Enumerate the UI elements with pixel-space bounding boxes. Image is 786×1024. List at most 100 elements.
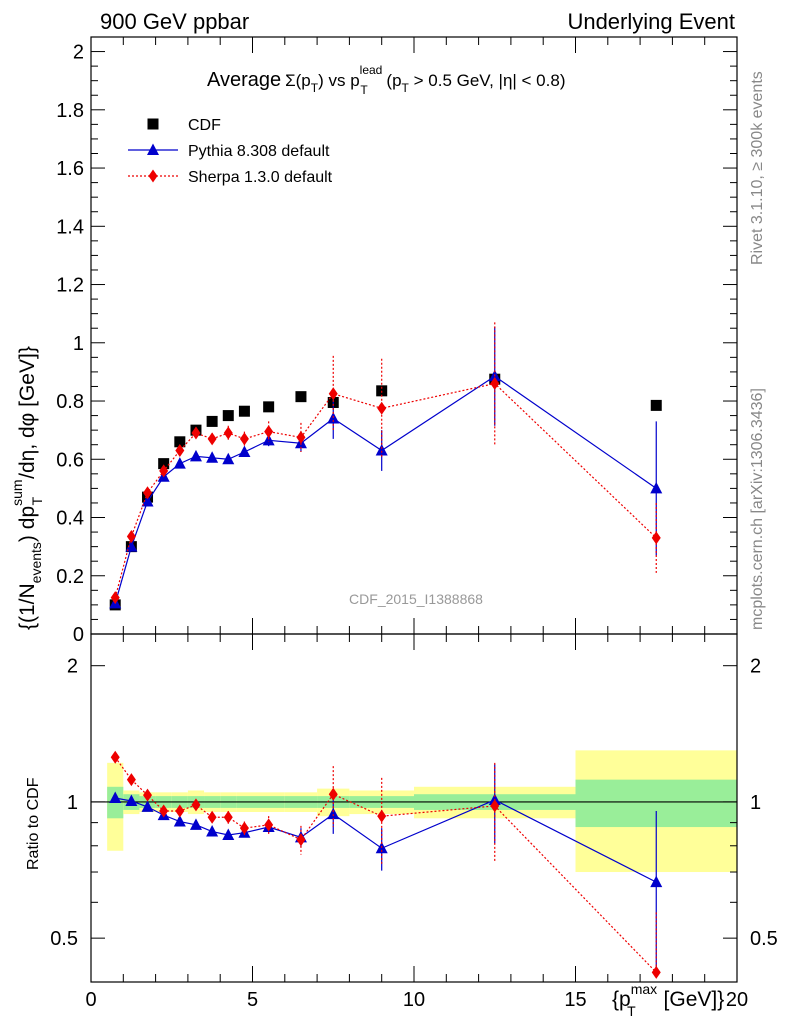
ratio-point-triangle bbox=[125, 794, 138, 806]
main-point-diamond bbox=[191, 426, 201, 440]
ratio-ytick-label-left: 0.5 bbox=[50, 928, 78, 950]
main-point-square bbox=[650, 399, 662, 411]
main-point-square bbox=[238, 405, 250, 417]
main-plot bbox=[109, 322, 663, 611]
main-point-triangle bbox=[222, 452, 235, 465]
ratio-point-diamond bbox=[651, 965, 661, 979]
ratio-plot bbox=[109, 750, 663, 979]
ratio-point-diamond bbox=[223, 810, 233, 824]
ratio-point-diamond bbox=[110, 750, 120, 764]
plot-title-mid-sup: lead bbox=[360, 63, 383, 77]
main-point-diamond bbox=[296, 430, 306, 444]
main-point-triangle bbox=[206, 451, 219, 463]
main-ylabel-c: /dη, dφ [GeV]} bbox=[16, 346, 39, 479]
main-ylabel-a: {(1/N bbox=[16, 583, 39, 630]
main-ytick-label: 0 bbox=[73, 624, 84, 646]
ratio-ylabel: Ratio to CDF bbox=[25, 777, 42, 870]
main-point-diamond bbox=[175, 444, 185, 458]
ratio-point-diamond bbox=[377, 809, 387, 823]
xlabel-a: {p bbox=[612, 988, 631, 1011]
main-line-triangle bbox=[114, 375, 657, 604]
ratio-point-diamond bbox=[328, 787, 338, 801]
header-right: Underlying Event bbox=[567, 9, 735, 34]
main-ytick-label: 1.8 bbox=[56, 100, 84, 122]
axes: 00.20.40.60.811.21.41.61.820.5 0.51 12 20 5 1… bbox=[50, 36, 778, 1011]
plot-title-mid-sub: T bbox=[360, 83, 368, 97]
main-point-triangle bbox=[189, 449, 202, 462]
analysis-id: CDF_2015_I1388868 bbox=[349, 591, 483, 607]
ratio-ytick-label-right: 0.5 bbox=[750, 928, 778, 950]
main-ylabel: {(1/Nevents) dpsum T/dη, dφ [GeV]} bbox=[9, 346, 45, 630]
ratio-ytick-label-left: 2 bbox=[67, 656, 78, 678]
plot-title-prefix: Average bbox=[207, 69, 281, 91]
legend-marker-triangle bbox=[147, 143, 159, 155]
ratio-point-diamond bbox=[191, 798, 201, 812]
ratio-point-diamond bbox=[239, 821, 249, 835]
ratio-point-diamond bbox=[175, 804, 185, 818]
plot-title-cut-rest: > 0.5 GeV, |η| < 0.8) bbox=[409, 71, 566, 90]
main-point-square bbox=[263, 401, 275, 413]
plot-title: Average Σ(pT) vs plead T (pT > 0.5 GeV, |η… bbox=[207, 63, 565, 97]
main-ylabel-b-sup: sum bbox=[9, 479, 25, 505]
ratio-point-triangle bbox=[189, 818, 202, 830]
main-ytick-label: 0.6 bbox=[56, 449, 84, 471]
legend-label-square: CDF bbox=[188, 117, 221, 134]
ratio-point-triangle bbox=[222, 828, 235, 841]
mcplots-label: mcplots.cern.ch [arXiv:1306.3436] bbox=[749, 388, 766, 630]
ratio-point-triangle bbox=[173, 815, 186, 827]
xtick-label: 15 bbox=[564, 989, 586, 1011]
main-ylabel-a-sub: events bbox=[28, 542, 44, 583]
main-point-diamond bbox=[239, 432, 249, 446]
ratio-point-diamond bbox=[296, 833, 306, 847]
ratio-point-triangle bbox=[650, 875, 663, 888]
main-point-diamond bbox=[377, 401, 387, 415]
main-ytick-label: 1.2 bbox=[56, 275, 84, 297]
main-point-triangle bbox=[173, 457, 186, 469]
main-point-triangle bbox=[238, 445, 251, 457]
ratio-point-diamond bbox=[264, 818, 274, 832]
main-ytick-label: 2 bbox=[73, 42, 84, 64]
main-ylabel-b-sub: T bbox=[29, 496, 45, 505]
plot-title-sigma-sub: T bbox=[311, 81, 319, 95]
ratio-point-diamond bbox=[126, 773, 136, 787]
main-point-diamond bbox=[110, 591, 120, 605]
ratio-point-diamond bbox=[490, 799, 500, 813]
xtick-label: 0 bbox=[85, 989, 96, 1011]
main-ylabel-b: ) dp bbox=[16, 506, 39, 542]
main-point-triangle bbox=[375, 444, 388, 456]
ratio-point-triangle bbox=[206, 825, 219, 837]
main-ytick-label: 1.4 bbox=[56, 216, 84, 238]
plot-title-mid: ) vs p bbox=[318, 71, 360, 90]
ratio-point-diamond bbox=[207, 810, 217, 824]
ratio-point-triangle bbox=[141, 800, 154, 812]
main-point-diamond bbox=[143, 486, 153, 500]
main-point-triangle bbox=[262, 433, 275, 446]
ratio-point-diamond bbox=[143, 788, 153, 802]
main-ytick-label: 0.4 bbox=[56, 508, 84, 530]
main-point-diamond bbox=[490, 377, 500, 391]
main-point-triangle bbox=[125, 540, 138, 552]
main-ytick-label: 1.6 bbox=[56, 158, 84, 180]
main-point-diamond bbox=[207, 432, 217, 446]
ratio-ytick-label-right: 2 bbox=[750, 656, 761, 678]
ratio-bands bbox=[91, 750, 737, 873]
xlabel-a-sup: max bbox=[631, 981, 657, 997]
main-point-square bbox=[174, 436, 186, 448]
main-point-triangle bbox=[141, 494, 154, 507]
ratio-line-diamond bbox=[114, 756, 657, 973]
xtick-label: 10 bbox=[403, 989, 425, 1011]
main-point-diamond bbox=[264, 425, 274, 439]
ratio-point-triangle bbox=[327, 807, 340, 820]
main-point-square bbox=[158, 458, 170, 470]
main-point-diamond bbox=[159, 464, 169, 478]
plot-title-sigma: Σ(p bbox=[285, 71, 311, 90]
legend-marker-square bbox=[147, 118, 159, 130]
plot-title-cut-open: (p bbox=[382, 71, 402, 90]
ratio-point-diamond bbox=[159, 804, 169, 818]
legend-label-triangle: Pythia 8.308 default bbox=[188, 143, 330, 160]
main-line-diamond bbox=[114, 382, 657, 598]
main-ytick-label: 0.2 bbox=[56, 566, 84, 588]
rivet-label: Rivet 3.1.10, ≥ 300k events bbox=[749, 71, 766, 265]
xtick-label: 5 bbox=[247, 989, 258, 1011]
